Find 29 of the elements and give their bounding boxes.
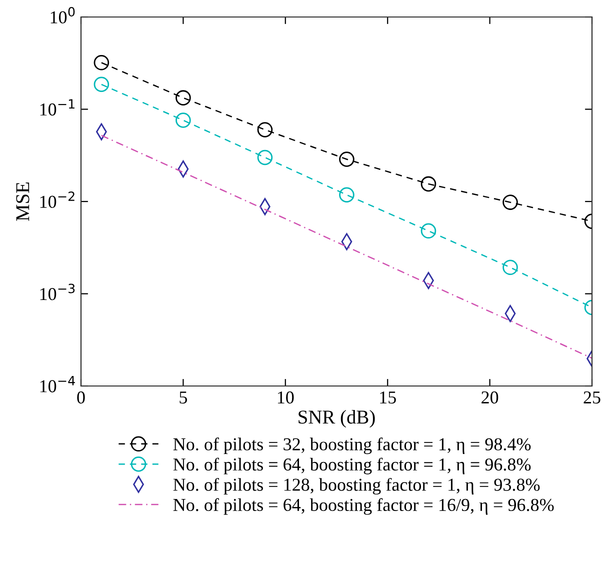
x-tick-label: 25 [584,391,600,404]
point [502,260,518,276]
x-tick-label: 20 [482,391,498,404]
point [339,152,354,167]
y-tick-label: 10$^{−4}$ [40,376,75,392]
x-tick-label: 10 [278,391,294,404]
x-axis-title: SNR (dB) [298,410,375,428]
point [420,176,436,192]
legend-label: No. of pilots = 32, boosting factor = 1, η = 98.4% [173,438,531,454]
y-tick-label: 10$^{−1}$ [40,99,74,116]
point [94,76,110,92]
x-tick-label: 15 [380,391,396,404]
point [176,112,191,128]
point [94,55,110,70]
point [339,187,354,203]
point [502,194,518,210]
legend-label: No. of pilots = 64, boosting factor = 16/9, η = 96.8% [173,498,554,515]
point [176,90,191,106]
y-tick-label: 10$^{0}$ [50,6,75,24]
legend-label: No. of pilots = 64, boosting factor = 1, η = 96.8% [173,458,531,474]
x-tick-label: 5 [180,392,188,404]
point [257,122,273,138]
legend-label: No. of pilots = 128, boosting factor = 1, η = 93.8% [173,478,540,495]
y-tick-label: 10$^{−3}$ [40,284,75,300]
y-tick-label: 10$^{−2}$ [40,191,74,208]
y-axis-title: MSE [16,182,30,221]
point [257,150,273,166]
point [420,223,436,239]
x-tick-label: 0 [77,391,85,404]
